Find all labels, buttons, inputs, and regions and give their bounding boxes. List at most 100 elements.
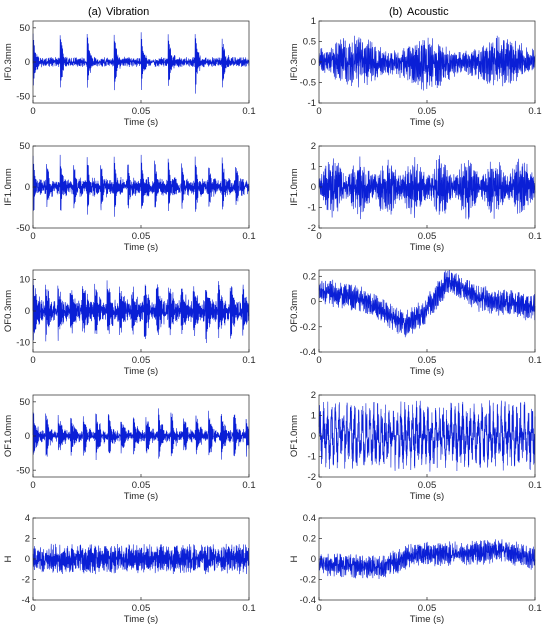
y-tick-label: -50 <box>16 223 30 234</box>
column-title-vibration: (a) Vibration <box>88 6 149 18</box>
y-axis-label: OF1.0mm <box>289 415 300 457</box>
y-tick-label: 2 <box>311 141 316 152</box>
signal-trace <box>318 539 536 579</box>
x-tick-label: 0.1 <box>242 106 255 117</box>
y-tick-label: 0 <box>25 431 30 442</box>
signal-trace <box>318 155 536 220</box>
y-tick-label: 0.4 <box>303 513 316 524</box>
y-tick-label: -1 <box>308 203 316 214</box>
x-tick-label: 0.05 <box>418 603 437 614</box>
x-tick-label: 0.05 <box>418 106 437 117</box>
y-tick-label: -2 <box>308 472 316 483</box>
y-tick-label: 0 <box>311 431 316 442</box>
y-tick-label: -0.4 <box>300 347 316 358</box>
x-axis-label: Time (s) <box>410 491 444 502</box>
y-tick-label: 1 <box>311 411 316 422</box>
x-axis-label: Time (s) <box>124 242 158 253</box>
chart-panel-4: 0 0.05 0.1 -2 -1 0 1 2 Time (s) IF1.0mm <box>289 141 542 253</box>
y-tick-label: 0 <box>311 182 316 193</box>
y-tick-label: 1 <box>311 16 316 27</box>
column-title-b: Acoustic <box>407 6 449 18</box>
signal-trace <box>32 32 250 94</box>
y-axis-label: IF0.3mm <box>289 43 300 81</box>
y-tick-label: 0 <box>25 57 30 68</box>
y-tick-label: -50 <box>16 465 30 476</box>
y-axis-label: H <box>289 555 300 562</box>
x-tick-label: 0.1 <box>528 355 541 366</box>
x-tick-label: 0.05 <box>132 480 151 491</box>
y-tick-label: -1 <box>308 452 316 463</box>
signal-trace <box>32 154 250 217</box>
y-tick-label: 0 <box>25 182 30 193</box>
x-tick-label: 0 <box>316 106 321 117</box>
y-axis-label: OF1.0mm <box>3 415 14 457</box>
x-tick-label: 0 <box>316 603 321 614</box>
signal-trace <box>318 35 536 91</box>
x-axis-label: Time (s) <box>124 614 158 625</box>
chart-panel-2: 0 0.05 0.1 -1 -0.5 0 0.5 1 Time (s) IF0.3mm <box>289 16 542 128</box>
y-tick-label: -0.2 <box>300 322 316 333</box>
y-tick-label: -0.5 <box>300 78 316 89</box>
y-tick-label: -10 <box>16 338 30 349</box>
x-tick-label: 0.1 <box>528 106 541 117</box>
x-tick-label: 0.05 <box>132 231 151 242</box>
signal-trace <box>32 408 250 461</box>
y-tick-label: 0 <box>25 554 30 565</box>
y-tick-label: -2 <box>308 223 316 234</box>
chart-panel-8: 0 0.05 0.1 -2 -1 0 1 2 Time (s) OF1.0mm <box>289 390 542 502</box>
x-tick-label: 0 <box>30 355 35 366</box>
x-tick-label: 0 <box>316 355 321 366</box>
y-tick-label: -1 <box>308 98 316 109</box>
signal-trace <box>318 400 536 472</box>
x-tick-label: 0.1 <box>242 355 255 366</box>
x-tick-label: 0 <box>30 480 35 491</box>
signal-trace <box>318 269 536 338</box>
y-tick-label: 50 <box>19 23 30 34</box>
x-tick-label: 0.1 <box>242 480 255 491</box>
x-axis-label: Time (s) <box>410 117 444 128</box>
y-tick-label: 0.5 <box>303 37 316 48</box>
y-tick-label: -4 <box>22 595 30 606</box>
x-axis-label: Time (s) <box>410 614 444 625</box>
y-tick-label: 4 <box>25 513 30 524</box>
signal-trace <box>32 543 250 575</box>
y-tick-label: -0.2 <box>300 575 316 586</box>
y-tick-label: 0.2 <box>303 272 316 283</box>
y-tick-label: 0.2 <box>303 534 316 545</box>
x-tick-label: 0.1 <box>528 231 541 242</box>
x-tick-label: 0.05 <box>132 603 151 614</box>
y-tick-label: 50 <box>19 397 30 408</box>
column-label-b: (b) <box>389 6 402 18</box>
x-tick-label: 0.05 <box>418 480 437 491</box>
y-axis-label: OF0.3mm <box>289 290 300 332</box>
x-axis-label: Time (s) <box>124 491 158 502</box>
column-title-a: Vibration <box>106 6 149 18</box>
y-axis-label: IF1.0mm <box>289 168 300 206</box>
signal-trace <box>32 280 250 343</box>
x-axis-label: Time (s) <box>410 366 444 377</box>
x-axis-label: Time (s) <box>124 117 158 128</box>
y-axis-label: IF0.3mm <box>3 43 14 81</box>
y-tick-label: 2 <box>25 534 30 545</box>
y-axis-label: H <box>3 555 14 562</box>
chart-panel-6: 0 0.05 0.1 -0.4 -0.2 0 0.2 Time (s) OF0.3mm <box>289 269 542 377</box>
x-tick-label: 0.1 <box>242 603 255 614</box>
x-tick-label: 0 <box>30 231 35 242</box>
chart-panel-9: 0 0.05 0.1 -4 -2 0 2 4 Time (s) H <box>3 513 256 625</box>
x-axis-label: Time (s) <box>124 366 158 377</box>
column-label-a: (a) <box>88 6 101 18</box>
y-tick-label: -2 <box>22 575 30 586</box>
x-tick-label: 0.1 <box>242 231 255 242</box>
y-tick-label: 0 <box>311 554 316 565</box>
x-tick-label: 0 <box>30 603 35 614</box>
x-tick-label: 0 <box>316 231 321 242</box>
y-tick-label: 0 <box>311 57 316 68</box>
x-tick-label: 0 <box>316 480 321 491</box>
y-tick-label: 50 <box>19 141 30 152</box>
x-tick-label: 0.05 <box>418 231 437 242</box>
